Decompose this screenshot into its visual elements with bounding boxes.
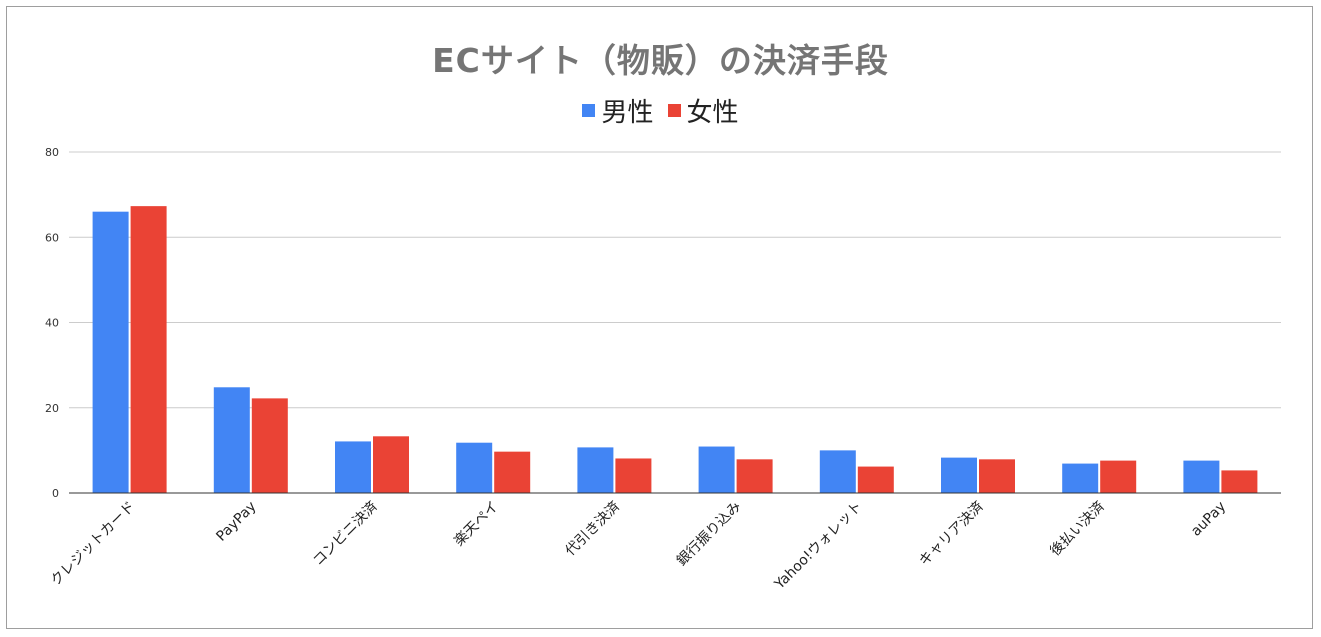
bar-female (373, 436, 409, 493)
bar-male (1062, 463, 1099, 493)
bar-female (1221, 470, 1258, 493)
x-category-label: PayPay (213, 499, 259, 545)
x-category-label: 代引き決済 (562, 499, 623, 560)
chart-title: ECサイト（物販）の決済手段 (432, 41, 889, 80)
bar-female (736, 459, 773, 493)
bar-female (251, 398, 288, 493)
legend-item-male: 男性 (582, 92, 654, 129)
legend-swatch-female (667, 104, 681, 117)
bar-male (577, 447, 614, 493)
bar-male (213, 387, 250, 493)
x-category-label: 楽天ペイ (451, 499, 502, 550)
x-category-label: クレジットカード (48, 499, 139, 590)
bar-female (615, 458, 652, 493)
bar-female (494, 451, 531, 493)
bar-male (941, 457, 977, 493)
x-category-label: コンビニ決済 (310, 499, 381, 570)
bar-male (819, 450, 856, 493)
bar-female (857, 466, 894, 493)
y-tick-label: 40 (45, 317, 59, 330)
y-tick-label: 80 (45, 146, 59, 159)
bar-male (456, 442, 493, 493)
chart-legend: 男性 女性 (0, 92, 1321, 129)
bar-female (979, 459, 1015, 493)
x-category-label: auPay (1188, 499, 1229, 540)
x-category-label: キャリア決済 (916, 499, 987, 570)
x-category-label: Yahoo!ウォレット (771, 499, 866, 594)
bar-male (1183, 460, 1220, 493)
bar-male (698, 446, 735, 493)
bar-male (92, 211, 129, 494)
legend-item-female: 女性 (667, 92, 739, 129)
y-tick-label: 60 (45, 231, 59, 244)
x-category-label: 後払い決済 (1047, 499, 1108, 560)
x-category-label: 銀行振り込み (674, 499, 745, 570)
legend-label-female: 女性 (686, 98, 739, 128)
y-tick-label: 20 (45, 402, 59, 415)
bar-male (335, 441, 371, 493)
legend-swatch-male (582, 104, 596, 117)
y-tick-label: 0 (52, 487, 59, 500)
chart-frame (6, 6, 1313, 629)
bar-female (130, 206, 167, 494)
legend-label-male: 男性 (601, 98, 654, 128)
bar-female (1100, 460, 1137, 493)
